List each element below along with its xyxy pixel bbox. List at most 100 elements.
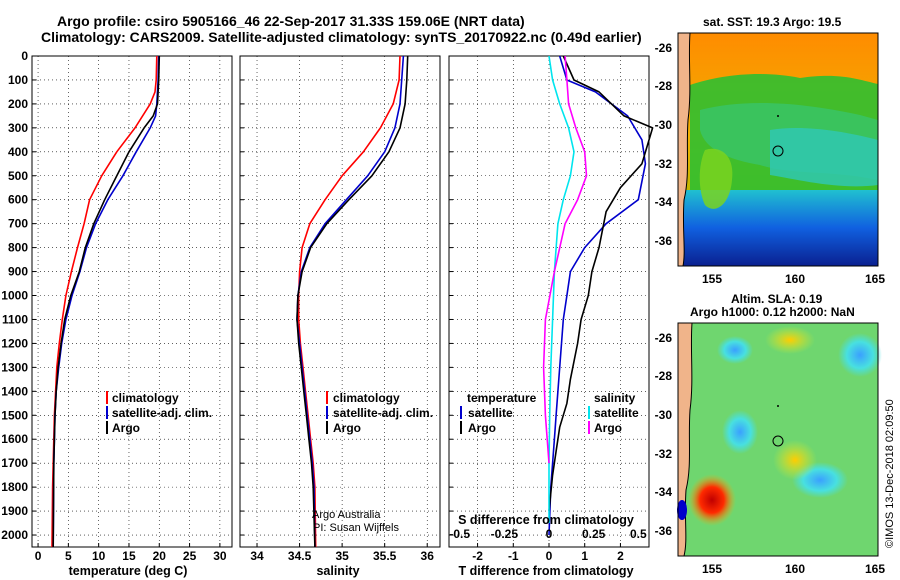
difference-xlabel: T difference from climatology (458, 564, 633, 578)
sla-lat-tick: -34 (655, 485, 673, 499)
sla-island-dot (777, 405, 779, 407)
sla-high-eddy (765, 326, 815, 354)
sst-map-title: sat. SST: 19.3 Argo: 19.5 (703, 15, 842, 29)
legend-label-argo: Argo (112, 421, 140, 435)
depth-tick-label: 1100 (2, 312, 28, 326)
difference-series-temperature-argo (548, 55, 654, 512)
sla-map-frame (677, 322, 879, 557)
title-line-2: Climatology: CARS2009. Satellite-adjuste… (41, 29, 642, 45)
difference-s-tick-label: 0.5 (630, 527, 647, 541)
depth-tick-label: 0 (21, 49, 28, 63)
legend-label-satellite: satellite-adj. clim. (112, 406, 212, 420)
sla-lon-tick: 155 (702, 562, 722, 576)
sla-map-title-1: Altim. SLA: 0.19 (731, 292, 823, 306)
temperature-x-tick-label: 25 (183, 549, 197, 563)
salinity-x-tick-label: 35.5 (373, 549, 397, 563)
sla-lon-ticks: 155 160 165 (702, 562, 885, 576)
sst-lon-ticks: 155 160 165 (702, 272, 885, 286)
temperature-panel (31, 55, 233, 548)
sla-low-edge (677, 500, 687, 520)
sla-map-title-2: Argo h1000: 0.12 h2000: NaN (690, 305, 855, 319)
legend-label-s-satellite: satellite (594, 406, 639, 420)
difference-x-tick-label: -1 (508, 549, 519, 563)
legend-label-argo: Argo (333, 421, 361, 435)
salinity-xlabel: salinity (316, 564, 359, 578)
sst-map (677, 32, 879, 267)
sst-lat-tick: -28 (655, 79, 673, 93)
credit-line-1: Argo Australia (312, 509, 381, 521)
legend-label-climatology: climatology (333, 391, 400, 405)
difference-x-tick-label: 2 (617, 549, 624, 563)
sst-lat-tick: -36 (655, 234, 673, 248)
temperature-legend: climatology satellite-adj. clim. Argo (106, 391, 212, 435)
sst-land (678, 33, 690, 266)
depth-tick-label: 1900 (1, 504, 28, 518)
salinity-series-climatology (297, 55, 401, 548)
temperature-xlabel: temperature (deg C) (69, 564, 188, 578)
depth-tick-label: 1000 (1, 289, 28, 303)
sla-low-eddy (838, 333, 882, 377)
depth-tick-label: 800 (8, 241, 28, 255)
series-layer (51, 55, 654, 548)
sst-lon-tick: 160 (785, 272, 805, 286)
temperature-series-argo (52, 55, 161, 548)
depth-tick-label: 1500 (1, 408, 28, 422)
sla-lat-tick: -36 (655, 524, 673, 538)
sst-warm-eddy (699, 148, 733, 209)
salinity-panel (239, 55, 441, 548)
sst-lat-tick: -26 (655, 41, 673, 55)
temperature-x-tick-label: 20 (153, 549, 167, 563)
legend-label-satellite: satellite-adj. clim. (333, 406, 433, 420)
salinity-x-tick-label: 34 (250, 549, 264, 563)
depth-tick-label: 200 (8, 97, 28, 111)
temperature-x-tick-label: 10 (92, 549, 106, 563)
difference-s-tick-label: 0 (546, 527, 553, 541)
legend-label-t-satellite: satellite (468, 406, 513, 420)
sla-map (677, 322, 882, 557)
difference-s-tick-label: -0.5 (449, 527, 470, 541)
s-difference-label: S difference from climatology (458, 513, 634, 527)
depth-tick-label: 1700 (1, 456, 28, 470)
sst-map-frame (677, 32, 879, 267)
depth-tick-label: 900 (8, 265, 28, 279)
difference-s-tick-label: -0.25 (491, 527, 519, 541)
depth-tick-label: 500 (8, 169, 28, 183)
depth-tick-label: 1300 (1, 360, 28, 374)
salinity-x-tick-label: 35 (335, 549, 349, 563)
sst-lat-tick: -30 (655, 118, 673, 132)
depth-tick-label: 400 (8, 145, 28, 159)
difference-series-salinity-satellite (548, 55, 575, 523)
sst-lon-tick: 155 (702, 272, 722, 286)
sla-high-eddy (773, 440, 817, 480)
temperature-x-tick-label: 30 (213, 549, 227, 563)
sla-peak-eddy (688, 474, 736, 526)
salinity-series-argo (296, 55, 409, 548)
depth-tick-label: 100 (8, 73, 28, 87)
legend-title-temperature: temperature (467, 391, 537, 405)
sst-island-dot (777, 115, 779, 117)
difference-x-tick-label: 0 (546, 549, 553, 563)
depth-tick-label: 300 (8, 121, 28, 135)
sla-lat-ticks: -26 -28 -30 -32 -34 -36 (655, 331, 673, 538)
sst-teal-region (770, 128, 878, 187)
temperature-series-climatology (51, 55, 158, 548)
title-line-1: Argo profile: csiro 5905166_46 22-Sep-20… (57, 13, 525, 29)
difference-x-tick-label: -2 (472, 549, 483, 563)
difference-legend-salinity: salinity satellite Argo (588, 391, 639, 435)
temperature-x-tick-label: 15 (122, 549, 136, 563)
legend-title-salinity: salinity (594, 391, 636, 405)
x-tick-layer: 0 5 10 15 20 25 30 34 34.5 35 35.5 36 -2 -1 0 1 2 -0.5 -0.… (35, 527, 647, 563)
sst-lat-ticks: -26 -28 -30 -32 -34 -36 (655, 41, 673, 248)
difference-series-salinity-argo (542, 55, 588, 464)
sst-lat-tick: -34 (655, 195, 673, 209)
depth-tick-label: 2000 (1, 528, 28, 542)
sst-lon-tick: 165 (865, 272, 885, 286)
sla-low-eddy (717, 336, 753, 364)
imos-stamp: ©IMOS 13-Dec-2018 02:09:50 (884, 399, 896, 548)
depth-tick-label: 700 (8, 217, 28, 231)
sst-argo-position-marker (772, 145, 784, 157)
depth-tick-label: 1800 (1, 480, 28, 494)
sst-coastline (682, 32, 691, 267)
sla-coastline (683, 322, 693, 557)
